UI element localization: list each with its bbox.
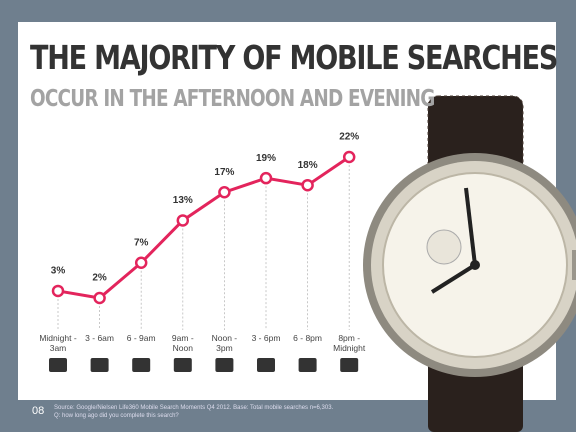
chart-title: THE MAJORITY OF MOBILE SEARCHES xyxy=(30,38,558,77)
chart-subtitle: OCCUR IN THE AFTERNOON AND EVENING xyxy=(30,86,435,112)
point xyxy=(176,214,190,227)
point xyxy=(51,284,65,298)
source-line: Q: how long ago did you complete this se… xyxy=(54,413,179,419)
value-label: 22% xyxy=(339,132,359,143)
value-label: 19% xyxy=(256,153,276,164)
icon xyxy=(90,358,109,372)
line xyxy=(57,155,351,300)
point xyxy=(301,178,314,192)
source-line: Source: Google/Nielsen Life360 Mobile Se… xyxy=(54,405,334,411)
value-label: 17% xyxy=(214,167,234,178)
x-tick-label: 9am - Noon xyxy=(171,333,194,353)
source: Source: Google/Nielsen Life360 Mobile Se… xyxy=(54,404,374,420)
icon xyxy=(340,358,359,372)
point xyxy=(218,186,231,199)
icon xyxy=(215,358,234,372)
value-label: 13% xyxy=(173,195,193,206)
x-tick-label: Noon - 3pm xyxy=(211,333,238,353)
point xyxy=(342,150,356,164)
point xyxy=(259,171,273,185)
icon xyxy=(173,358,192,372)
value-label: 7% xyxy=(134,237,149,248)
watch xyxy=(363,95,576,432)
x-tick-label: Midnight - 3am xyxy=(39,333,77,353)
point xyxy=(93,291,106,305)
icon xyxy=(298,358,317,372)
value-label: 18% xyxy=(298,160,318,171)
value-label: 3% xyxy=(51,266,66,277)
icon xyxy=(132,358,151,372)
x-tick-label: 3 - 6am xyxy=(85,333,114,343)
value-label: 2% xyxy=(92,273,107,284)
icon xyxy=(49,358,67,372)
x-tick-label: 8pm - Midnight xyxy=(333,333,366,353)
x-tick-label: 6 - 9am xyxy=(126,333,156,343)
x-tick-label: 6 - 8pm xyxy=(293,333,322,343)
x-tick-label: 3 - 6pm xyxy=(251,333,281,343)
page-number: 08 xyxy=(32,405,45,417)
icon xyxy=(257,358,275,372)
point xyxy=(134,256,148,269)
